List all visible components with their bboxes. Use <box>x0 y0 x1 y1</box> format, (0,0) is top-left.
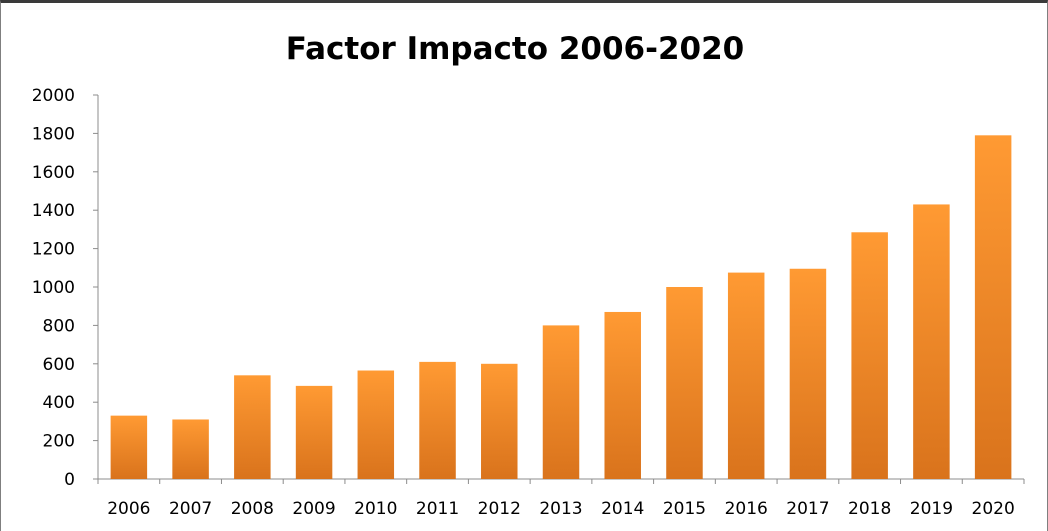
x-tick-label: 2013 <box>539 499 582 519</box>
y-tick-label: 1000 <box>32 278 75 298</box>
chart-title: Factor Impacto 2006-2020 <box>285 31 745 67</box>
bar-2020 <box>974 135 1012 479</box>
bar-2019 <box>913 204 950 479</box>
x-tick-label: 2014 <box>601 499 644 519</box>
y-tick-labels: 0 200 400 600 800 1000 1200 1400 1600 1800 2000 <box>32 86 75 490</box>
bar-2015 <box>666 287 703 479</box>
y-tick-label: 1200 <box>32 240 75 260</box>
y-tick-label: 600 <box>43 355 75 375</box>
bar-2008 <box>234 375 271 479</box>
bar-2009 <box>295 385 333 479</box>
bar-2016 <box>727 272 765 479</box>
x-tick-labels: 2006 2007 2008 2009 2010 2011 2012 2013 2014 2015… <box>107 499 1015 519</box>
bar-2007 <box>172 419 209 479</box>
bar-2012 <box>481 363 518 479</box>
x-tick-label: 2010 <box>354 499 397 519</box>
x-tick-label: 2011 <box>416 499 459 519</box>
y-tick-label: 1400 <box>32 201 75 221</box>
bar-2014 <box>604 311 641 479</box>
x-tick-label: 2007 <box>169 499 212 519</box>
bar-2013 <box>542 325 580 479</box>
y-tick-label: 0 <box>64 470 75 490</box>
y-tick-label: 1800 <box>32 124 75 144</box>
bar-2018 <box>851 232 888 479</box>
bar-2010 <box>357 370 395 479</box>
y-tick-label: 200 <box>43 432 75 452</box>
y-tick-label: 2000 <box>32 86 75 106</box>
bar-2011 <box>419 361 456 479</box>
x-tick-label: 2017 <box>786 499 829 519</box>
bars <box>110 135 1012 479</box>
x-tick-label: 2016 <box>725 499 768 519</box>
x-tick-label: 2019 <box>910 499 953 519</box>
x-tick-label: 2015 <box>663 499 706 519</box>
bar-2006 <box>110 415 148 479</box>
x-tick-label: 2018 <box>848 499 891 519</box>
x-tick-label: 2012 <box>478 499 521 519</box>
x-tick-label: 2006 <box>107 499 150 519</box>
y-tick-label: 1600 <box>32 163 75 183</box>
y-tick-label: 800 <box>43 316 75 336</box>
bar-2017 <box>789 268 827 479</box>
y-tick-label: 400 <box>43 393 75 413</box>
x-tick-label: 2008 <box>231 499 274 519</box>
bar-chart: 0 200 400 600 800 1000 1200 1400 1600 1800 2000 20… <box>32 86 1025 519</box>
x-tick-label: 2020 <box>972 499 1015 519</box>
x-tick-label: 2009 <box>292 499 335 519</box>
